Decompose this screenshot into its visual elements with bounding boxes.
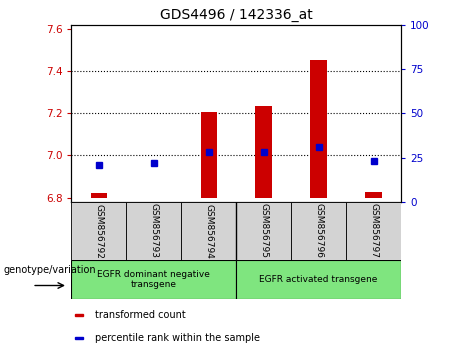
Bar: [201, 112, 217, 198]
Title: GDS4496 / 142336_at: GDS4496 / 142336_at: [160, 8, 313, 22]
Bar: [181, 202, 236, 260]
Bar: [346, 202, 401, 260]
Bar: [310, 59, 327, 198]
Bar: [236, 202, 291, 260]
Bar: [255, 106, 272, 198]
Text: GSM856794: GSM856794: [204, 204, 213, 258]
Bar: [71, 260, 236, 299]
Text: genotype/variation: genotype/variation: [4, 265, 96, 275]
Text: GSM856797: GSM856797: [369, 204, 378, 258]
Text: GSM856792: GSM856792: [95, 204, 103, 258]
Bar: [236, 260, 401, 299]
Text: GSM856796: GSM856796: [314, 204, 323, 258]
Text: GSM856795: GSM856795: [259, 204, 268, 258]
Bar: [91, 193, 107, 198]
Text: EGFR activated transgene: EGFR activated transgene: [260, 275, 378, 284]
Bar: [75, 337, 83, 339]
Bar: [291, 202, 346, 260]
Text: transformed count: transformed count: [95, 310, 185, 320]
Text: percentile rank within the sample: percentile rank within the sample: [95, 333, 260, 343]
Bar: [366, 192, 382, 198]
Bar: [126, 202, 181, 260]
Text: EGFR dominant negative
transgene: EGFR dominant negative transgene: [97, 270, 210, 289]
Bar: [75, 314, 83, 316]
Bar: [71, 202, 126, 260]
Text: GSM856793: GSM856793: [149, 204, 159, 258]
